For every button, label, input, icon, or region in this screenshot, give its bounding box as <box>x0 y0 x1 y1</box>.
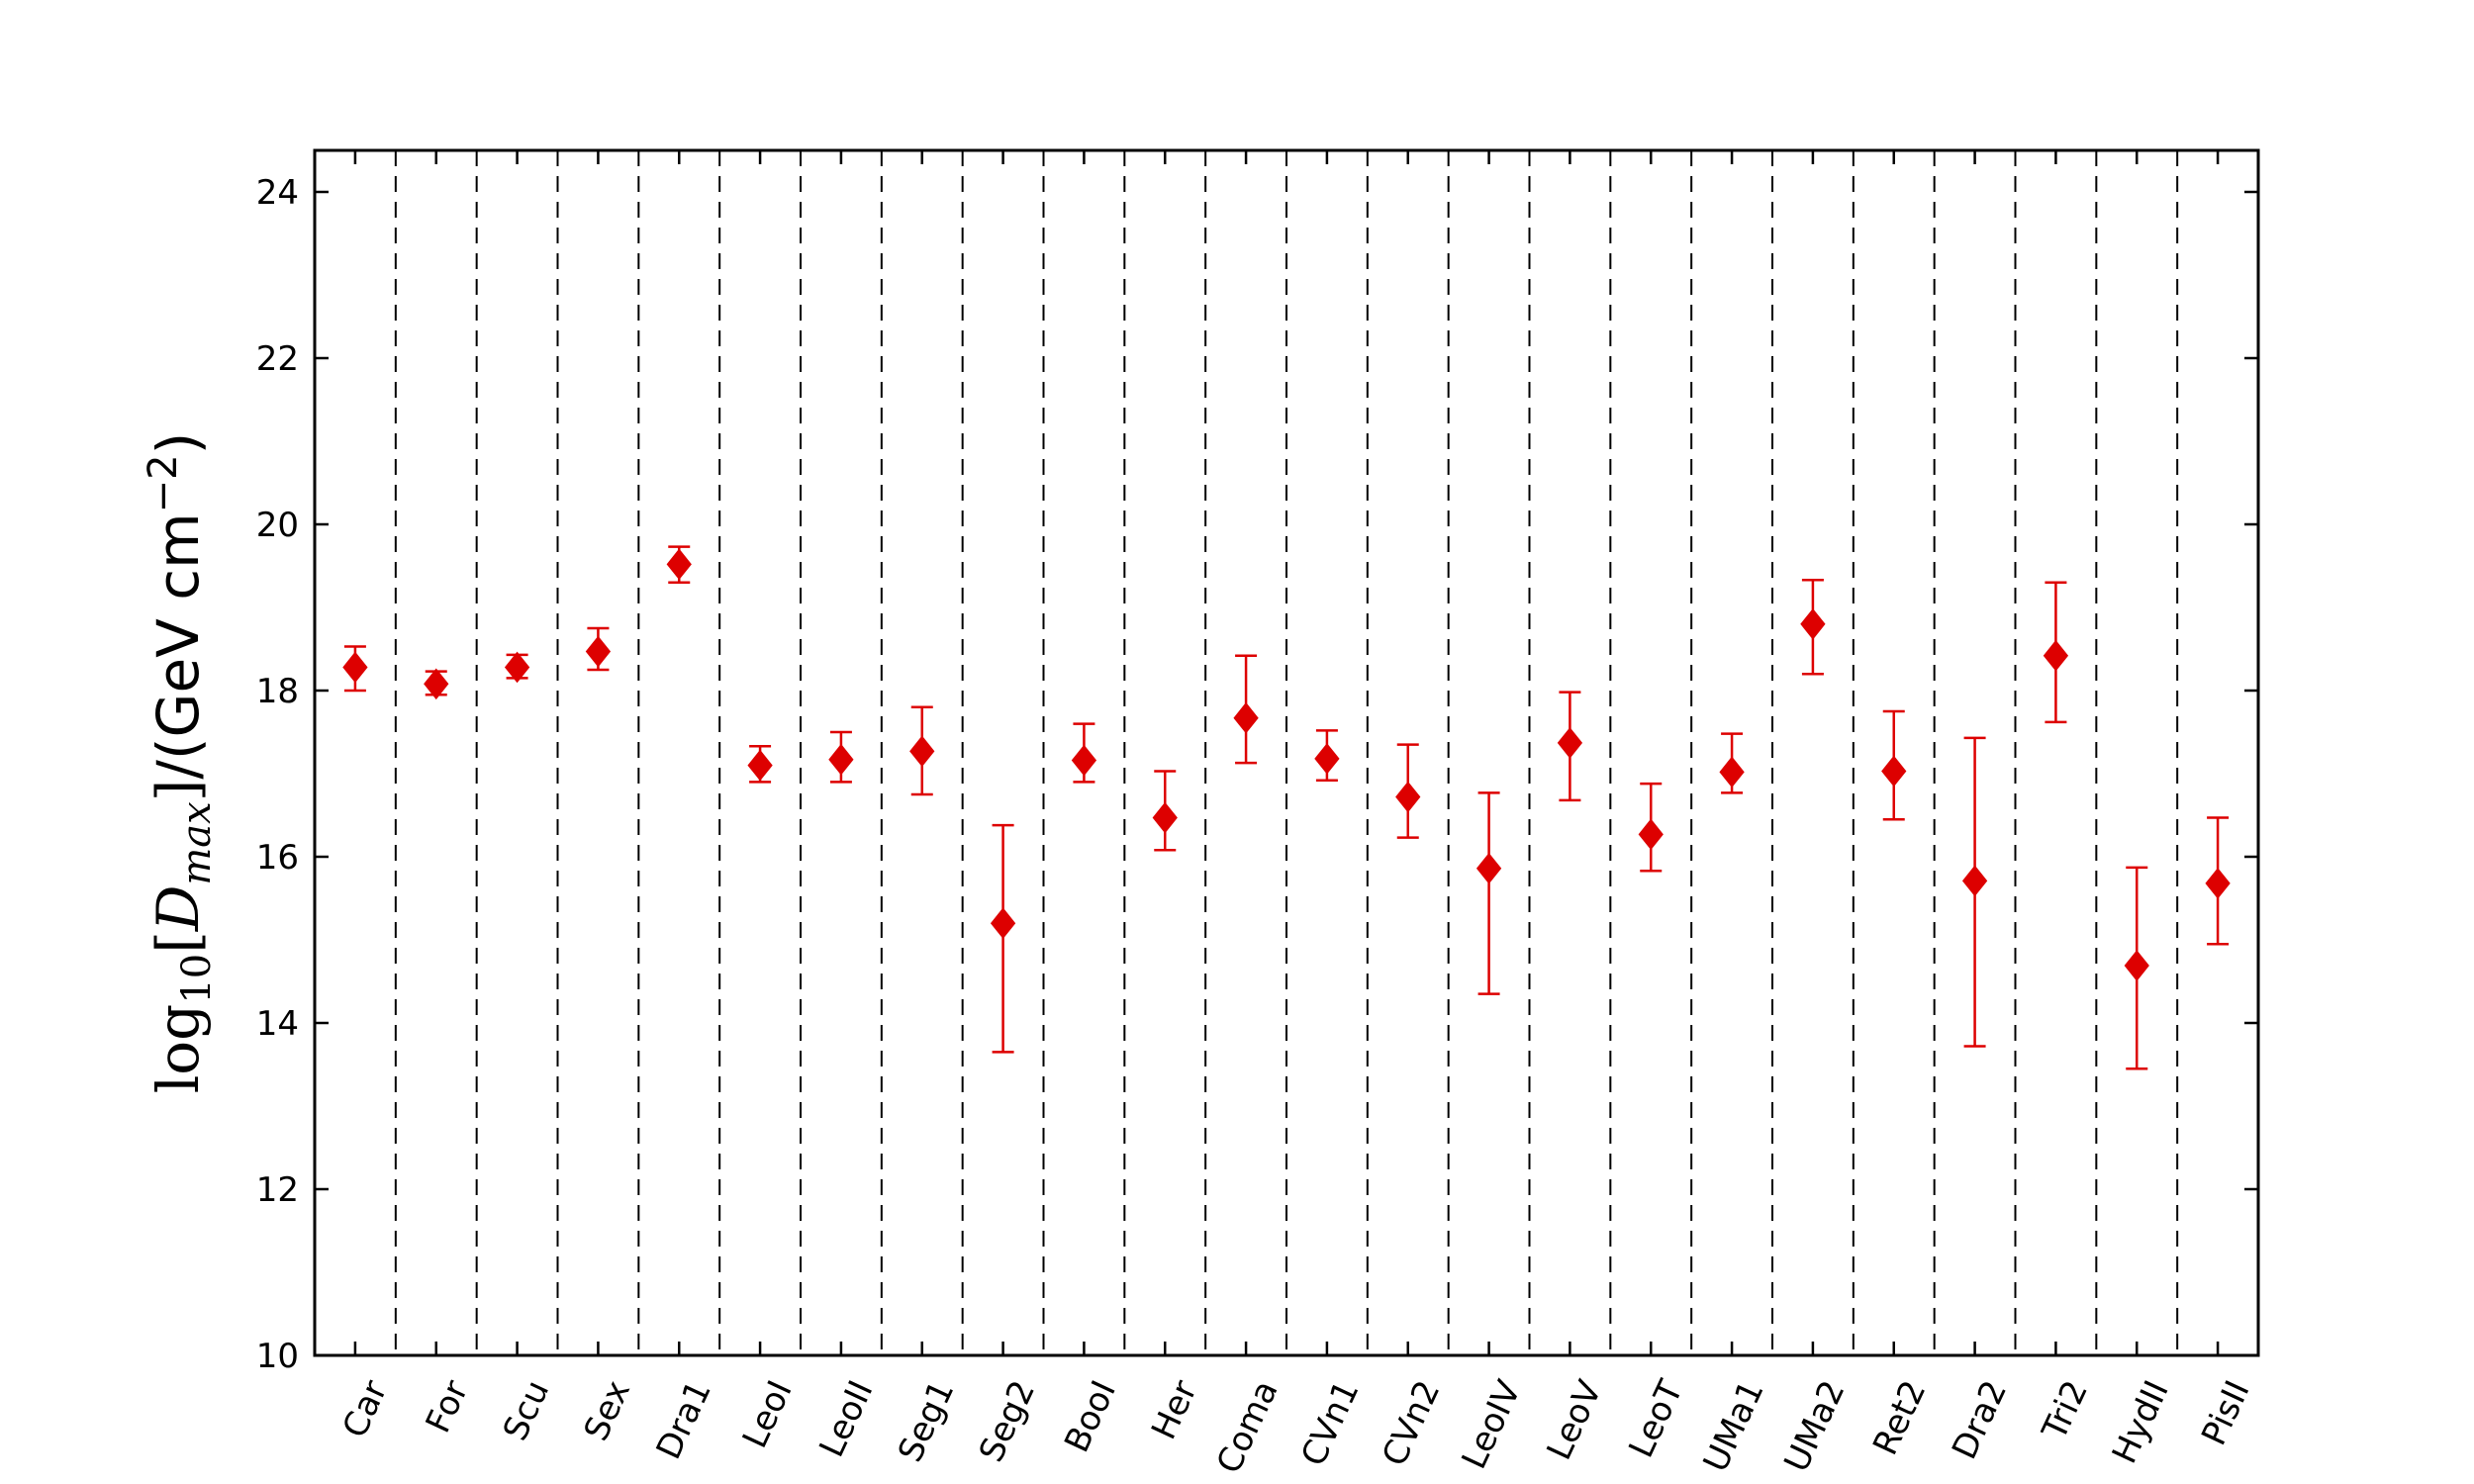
data-point <box>666 548 692 581</box>
x-tick-label: Seg2 <box>972 1374 1043 1468</box>
data-point <box>747 749 773 782</box>
data-point <box>909 735 935 768</box>
x-tick-label: Tri2 <box>2035 1374 2096 1446</box>
x-tick-label: CVn2 <box>1375 1374 1448 1472</box>
x-tick-label: Dra1 <box>649 1374 719 1465</box>
x-tick-label: Coma <box>1209 1374 1286 1479</box>
data-point <box>424 668 449 700</box>
data-point <box>585 635 612 668</box>
x-tick-label: UMa1 <box>1696 1374 1772 1478</box>
x-tick-label: LeoT <box>1621 1374 1691 1463</box>
category-separators <box>394 150 2179 1355</box>
x-tick-label: Seg1 <box>891 1374 962 1468</box>
x-tick-label: CVn1 <box>1293 1374 1367 1472</box>
ylabel-d-subscript: max <box>174 801 220 884</box>
ylabel-open-bracket: [ <box>144 931 212 954</box>
ylabel-units-superscript: −2 <box>141 454 186 512</box>
y-tick-label: 16 <box>256 838 299 878</box>
x-tick-label: UMa2 <box>1776 1374 1853 1478</box>
x-tick-label: Dra2 <box>1945 1374 2015 1465</box>
data-point <box>1800 607 1826 640</box>
x-axis: Car For Scu Sex Dra1 LeoI LeoII Seg1 Seg2 BooI Her… <box>335 150 2258 1480</box>
x-tick-label: Car <box>335 1374 396 1443</box>
ylabel-log: log <box>144 1004 212 1094</box>
ylabel-units: /(GeV cm <box>144 512 212 779</box>
y-tick-label: 22 <box>256 339 299 379</box>
data-point <box>2205 868 2231 899</box>
y-tick-label: 14 <box>256 1004 299 1044</box>
data-point <box>1314 743 1340 775</box>
x-tick-label: Scu <box>496 1374 557 1446</box>
x-tick-label: Sex <box>577 1374 638 1446</box>
y-axis-label: log10[Dmax]/(GeV cm−2) <box>141 432 220 1094</box>
data-point <box>342 651 368 684</box>
data-point <box>1961 865 1988 897</box>
ylabel-d: D <box>144 885 212 933</box>
data-point <box>828 743 854 776</box>
y-tick-label: 10 <box>256 1337 299 1376</box>
x-tick-label: PisII <box>2194 1374 2258 1451</box>
x-tick-label: For <box>419 1374 477 1438</box>
x-tick-label: Ret2 <box>1865 1374 1934 1461</box>
y-tick-label: 18 <box>256 672 299 711</box>
data-point <box>1071 744 1097 777</box>
x-tick-label: BooI <box>1057 1374 1124 1458</box>
ylabel-units-close: ) <box>144 432 212 455</box>
data-point <box>1395 781 1421 813</box>
ylabel-close-bracket: ] <box>144 780 212 802</box>
y-tick-label: 20 <box>256 506 299 545</box>
x-tick-label: LeoV <box>1540 1374 1610 1465</box>
data-point <box>1233 701 1259 734</box>
x-tick-label: Her <box>1144 1374 1205 1445</box>
plot-frame <box>313 148 2260 1357</box>
data-point <box>1475 852 1502 884</box>
data-point <box>1152 801 1178 834</box>
y-tick-label: 24 <box>256 173 299 213</box>
x-tick-label: LeoII <box>811 1374 881 1463</box>
data-point <box>1719 756 1745 788</box>
data-point <box>990 907 1016 940</box>
data-markers <box>342 548 2231 981</box>
data-point <box>504 651 530 684</box>
x-tick-label: LeoIV <box>1455 1374 1530 1475</box>
data-point <box>1881 755 1907 788</box>
data-point <box>2043 639 2069 672</box>
data-point <box>1557 727 1583 759</box>
x-tick-label: HydII <box>2105 1374 2177 1469</box>
x-tick-label: LeoI <box>735 1374 801 1453</box>
y-axis: 10 12 14 16 18 20 22 24 <box>256 173 2258 1376</box>
y-tick-label: 12 <box>256 1170 299 1210</box>
ylabel-log-subscript: 10 <box>174 954 220 1004</box>
data-point <box>2124 950 2149 981</box>
data-point <box>1638 818 1664 851</box>
